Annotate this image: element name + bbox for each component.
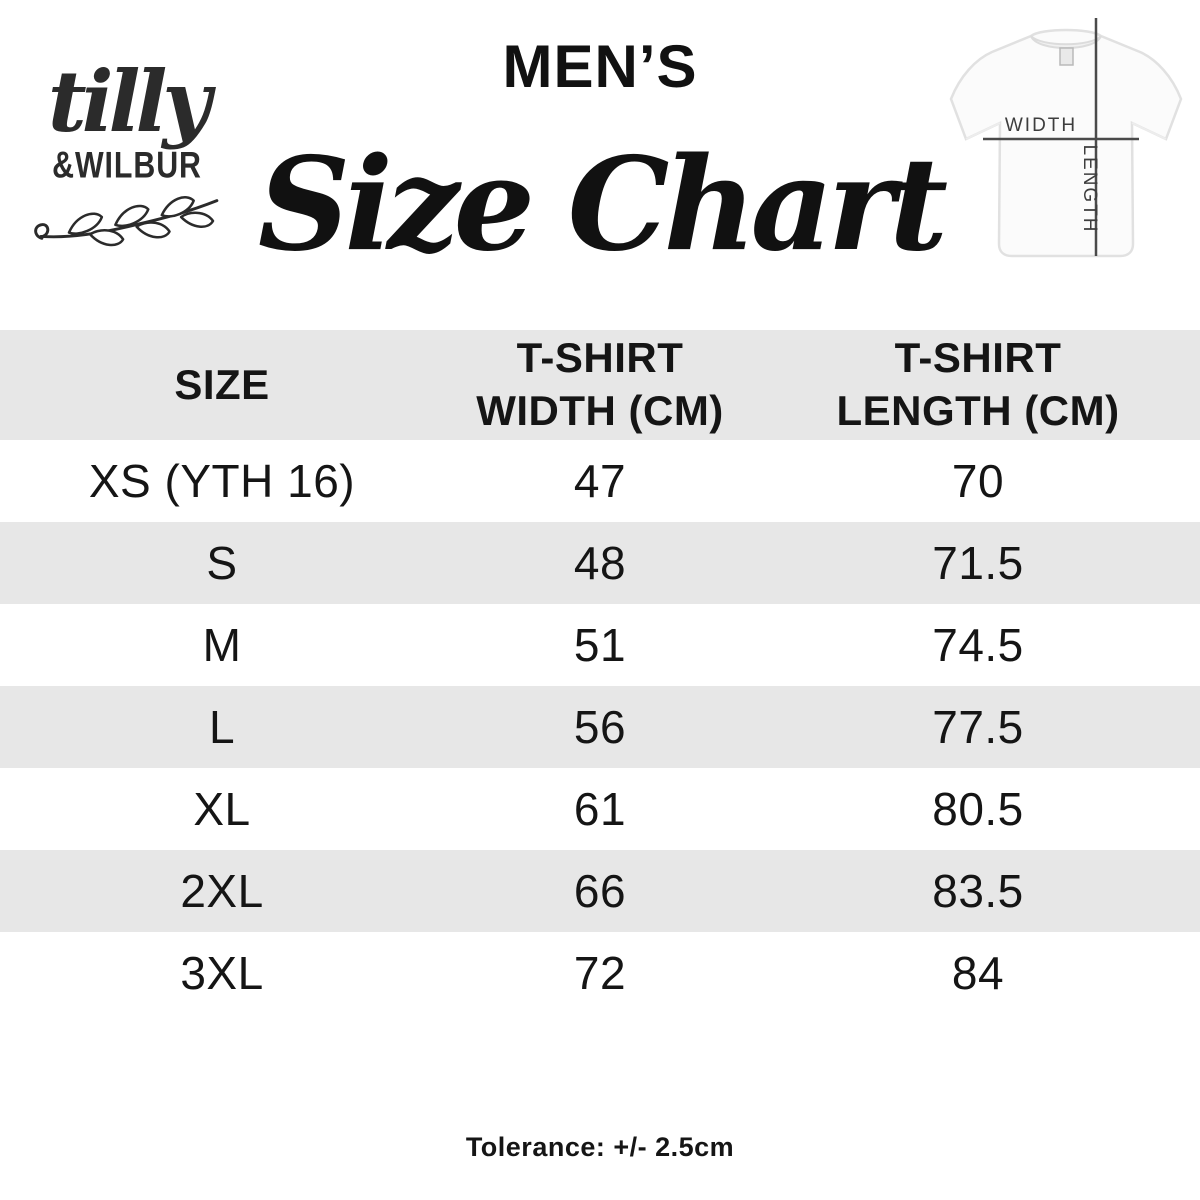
cell-length: 84 xyxy=(951,947,1005,999)
cell-length: 77.5 xyxy=(932,701,1024,753)
measurement-lines xyxy=(983,18,1139,256)
table-row: L 56 77.5 xyxy=(0,686,1200,768)
table-row: XL 61 80.5 xyxy=(0,768,1200,850)
width-axis-label: WIDTH xyxy=(1005,115,1077,136)
column-header-size: SIZE xyxy=(174,360,270,408)
cell-width: 56 xyxy=(573,701,627,753)
brand-logo: tilly &WILBUR xyxy=(22,52,232,253)
cell-size: M xyxy=(202,619,242,671)
brand-name-script: tilly xyxy=(47,52,211,151)
size-chart-table: SIZE T-SHIRT WIDTH (CM) T-SHIRT LENGTH (CM… xyxy=(0,330,1200,1014)
cell-width: 66 xyxy=(573,865,627,917)
length-axis-label: LENGTH xyxy=(1079,144,1100,233)
branch-laurel-icon xyxy=(34,195,219,246)
cell-width: 47 xyxy=(573,455,627,507)
table-row: 3XL 72 84 xyxy=(0,932,1200,1014)
tshirt-illustration xyxy=(949,28,1183,258)
cell-width: 51 xyxy=(573,619,627,671)
table-row: XS (YTH 16) 47 70 xyxy=(0,440,1200,522)
cell-size: XL xyxy=(193,783,251,835)
cell-size: 2XL xyxy=(180,865,264,917)
brand-name-caps: &WILBUR xyxy=(52,143,202,186)
cell-length: 80.5 xyxy=(932,783,1024,835)
cell-length: 74.5 xyxy=(932,619,1024,671)
neck-tag xyxy=(1059,47,1074,66)
tshirt-measurement-diagram: WIDTH LENGTH xyxy=(949,18,1183,258)
cell-width: 72 xyxy=(573,947,627,999)
cell-size: 3XL xyxy=(180,947,264,999)
cell-width: 61 xyxy=(573,783,627,835)
table-row: M 51 74.5 xyxy=(0,604,1200,686)
category-title: MEN’S xyxy=(502,33,698,100)
table-row: 2XL 66 83.5 xyxy=(0,850,1200,932)
header-section: tilly &WILBUR MEN’S Size Chart xyxy=(0,0,1200,330)
page-title: Size Chart xyxy=(257,130,948,280)
tolerance-note: Tolerance: +/- 2.5cm xyxy=(465,1132,735,1162)
column-header-width: T-SHIRT WIDTH (CM) xyxy=(476,334,724,434)
cell-length: 83.5 xyxy=(932,865,1024,917)
cell-size: XS (YTH 16) xyxy=(88,455,356,507)
cell-size: S xyxy=(206,537,238,589)
column-header-length: T-SHIRT LENGTH (CM) xyxy=(836,334,1120,434)
cell-length: 70 xyxy=(951,455,1005,507)
table-row: S 48 71.5 xyxy=(0,522,1200,604)
cell-size: L xyxy=(208,701,236,753)
cell-width: 48 xyxy=(573,537,627,589)
cell-length: 71.5 xyxy=(932,537,1024,589)
table-header-row: SIZE T-SHIRT WIDTH (CM) T-SHIRT LENGTH (CM… xyxy=(0,330,1200,440)
